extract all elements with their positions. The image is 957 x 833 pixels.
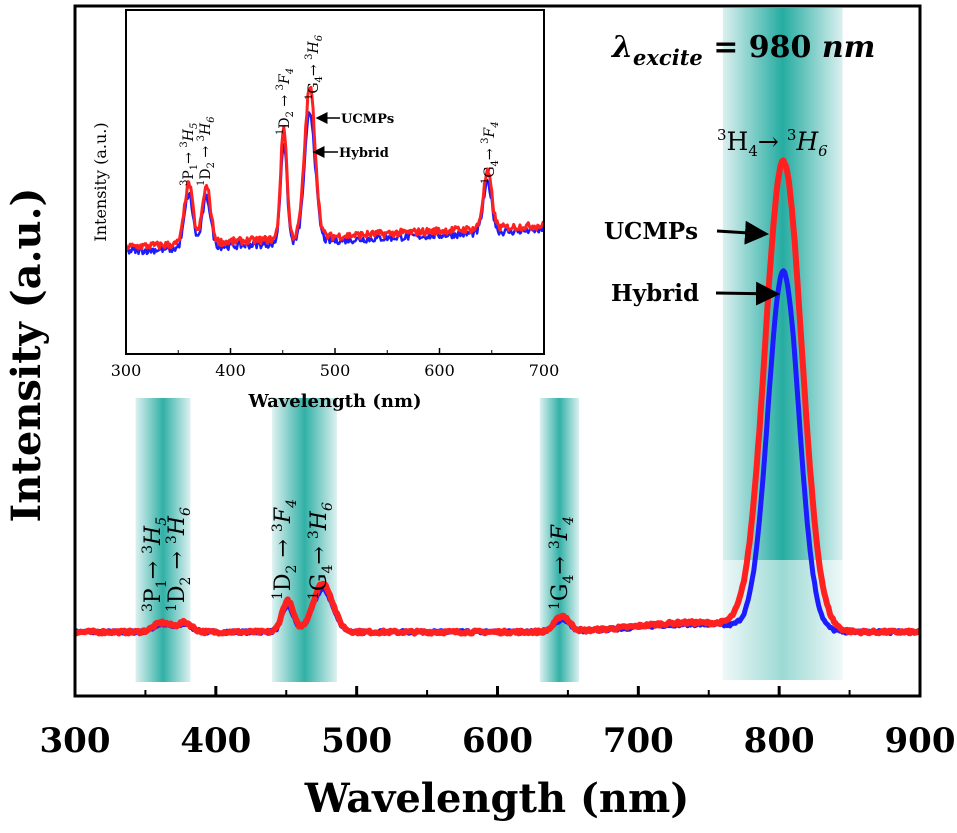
main-x-tick-label: 800 [744,721,815,761]
main-hybrid-label: Hybrid [611,280,699,307]
main-x-tick-label: 900 [885,721,956,761]
band-label-group-1: 3P1→ 3H5 1D2 → 3H6 [140,507,194,612]
inset-x-tick-label: 300 [111,361,142,380]
inset-x-axis-label: Wavelength (nm) [247,391,421,412]
main-ucmps-arrow [716,220,769,245]
main-x-tick-label: 600 [462,721,533,761]
main-x-tick-label: 700 [603,721,674,761]
excitation-label: λexcite = 980 nm [610,30,875,70]
inset-ucmps-label: UCMPs [341,112,394,127]
inset-label-1g4-3f4: 1G4→ 3F4 [480,121,501,184]
inset-x-tick-label: 700 [529,361,560,380]
main-ucmps-label: UCMPs [604,218,698,245]
main-y-axis-label: Intensity (a.u.) [3,188,50,523]
main-x-tick-label: 300 [40,721,111,761]
main-x-tick-label: 400 [180,721,251,761]
inset-label-3p1-3h5: 3P1→ 3H5 [179,123,200,186]
inset-x-tick-label: 500 [320,361,351,380]
inset-y-axis-label: Intensity (a.u.) [91,122,110,241]
inset-label-1d2-3h6: 1D2 → 3H6 [196,116,217,186]
main-x-axis-label: Wavelength (nm) [304,775,690,822]
inset-x-tick-label: 400 [215,361,246,380]
highlight-band [539,398,580,682]
band-label-group-3: 1G4→ 3F4 [547,516,577,610]
band-label-1g4-3h6: 1G4→ 3H6 [306,502,336,600]
band-label-1d2-3f4: 1D2 → 3F4 [270,499,300,600]
band-label-1d2-3h6: 1D2 → 3H6 [164,507,194,612]
inset-x-tick-label: 600 [424,361,455,380]
main-series-ucmps [75,157,920,637]
inset-series-ucmps [126,85,544,251]
inset-label-1d2-3f4: 1D2 → 3F4 [275,68,296,135]
band-label-1g4-3f4: 1G4→ 3F4 [547,516,577,610]
main-hybrid-arrow [715,281,780,306]
highlight-band [272,398,337,682]
band-label-3h4-3h6: 3H4→ 3H6 [717,126,828,160]
inset-label-1g4-3h6: 1G4→ 3H6 [304,34,325,100]
band-label-3p1-3h5: 3P1→ 3H5 [140,517,170,612]
main-x-tick-label: 500 [321,721,392,761]
inset-hybrid-label: Hybrid [339,146,389,161]
inset-peak-labels: 3P1→ 3H5 1D2 → 3H6 1D2 → 3F4 1G4→ 3H6 1G… [179,34,501,186]
band-label-group-2: 1D2 → 3F4 1G4→ 3H6 [270,499,336,600]
